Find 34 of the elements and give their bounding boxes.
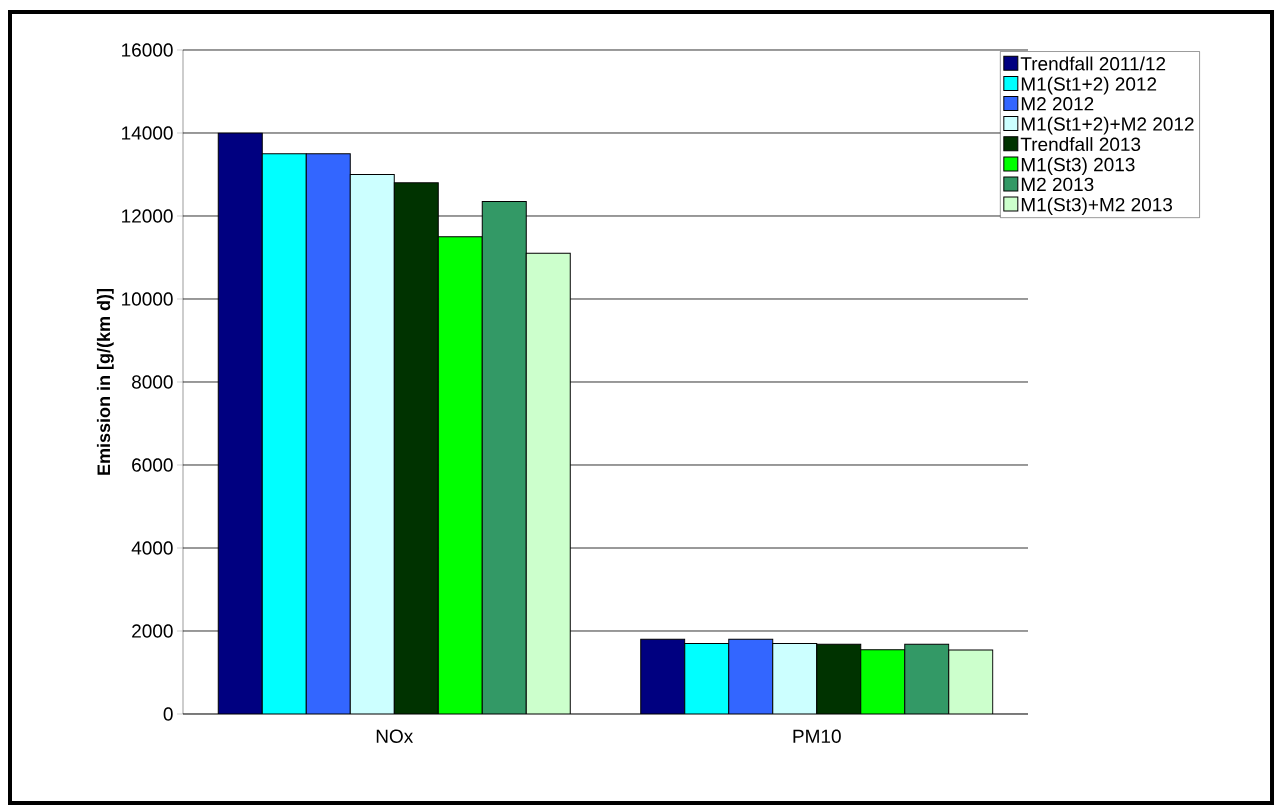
y-tick-label: 4000 [131, 541, 173, 555]
y-tick-label: 0 [163, 707, 173, 721]
bar [640, 638, 686, 714]
bar [261, 153, 307, 714]
legend-label: M1(St3)+M2 2013 [1021, 197, 1173, 216]
bar [349, 174, 395, 714]
legend-label: M2 2012 [1021, 97, 1094, 111]
y-tick-label: 16000 [122, 43, 173, 57]
bar [393, 182, 439, 714]
bar [728, 638, 774, 714]
y-tick-label: 2000 [132, 624, 173, 638]
legend-label: M1(St1+2)+M2 2012 [1021, 116, 1194, 135]
legend-label: M2 2013 [1021, 177, 1094, 192]
bar [816, 643, 862, 714]
bar [948, 649, 994, 714]
x-tick-label: PM10 [793, 729, 841, 743]
legend-label: M1(St1+2) 2012 [1021, 76, 1157, 95]
bar [305, 153, 351, 714]
bar [772, 642, 818, 714]
bar [684, 642, 730, 714]
bar [904, 643, 950, 714]
y-tick-label: 14000 [122, 126, 173, 140]
y-tick-label: 12000 [122, 209, 173, 223]
bar [525, 252, 571, 714]
legend-label: Trendfall 2013 [1020, 137, 1141, 152]
x-tick-label: NOx [376, 729, 414, 743]
y-tick-label: 10000 [122, 292, 173, 306]
y-axis-title: Emission in [g/(km d)] [96, 289, 114, 475]
legend-label: Trendfall 2011/12 [1020, 56, 1166, 71]
y-tick-label: 6000 [132, 458, 173, 472]
y-tick-label: 8000 [132, 375, 173, 389]
legend-label: M1(St3) 2013 [1021, 157, 1135, 176]
bar [481, 200, 527, 714]
bar [217, 132, 263, 714]
